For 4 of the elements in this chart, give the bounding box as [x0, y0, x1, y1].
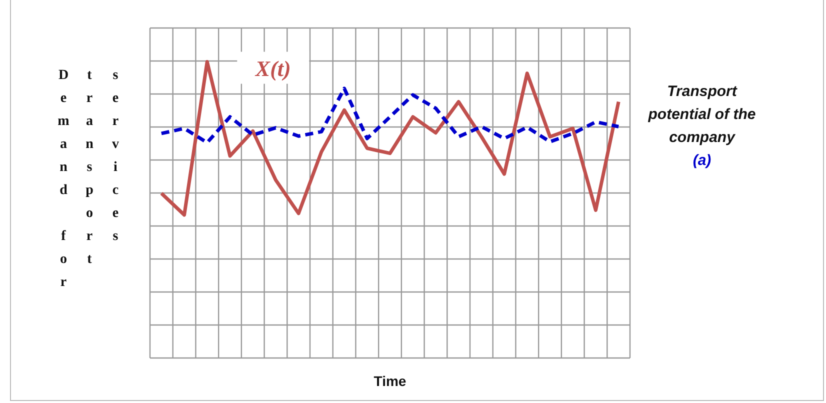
- y-axis-title: Demand for transport services: [55, 68, 124, 300]
- series-label: X(t): [254, 56, 291, 81]
- series-label: Transport potential of the company (a): [647, 82, 757, 171]
- x-axis-title: Time: [372, 373, 408, 389]
